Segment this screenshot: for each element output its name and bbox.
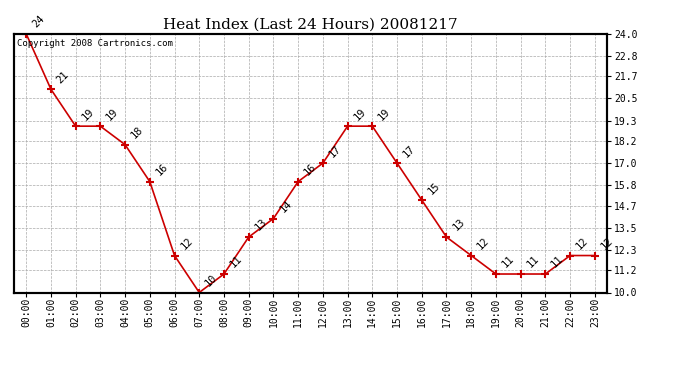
Text: 19: 19 [80,106,96,122]
Text: 19: 19 [352,106,368,122]
Text: 16: 16 [302,162,318,177]
Text: 19: 19 [377,106,393,122]
Text: 11: 11 [549,254,566,270]
Text: 17: 17 [327,143,343,159]
Text: 12: 12 [179,236,195,251]
Text: 11: 11 [500,254,516,270]
Text: 21: 21 [55,69,71,85]
Text: 10: 10 [204,272,219,288]
Text: 24: 24 [30,13,46,30]
Text: 14: 14 [277,198,293,214]
Title: Heat Index (Last 24 Hours) 20081217: Heat Index (Last 24 Hours) 20081217 [164,17,457,31]
Text: 12: 12 [574,236,590,251]
Text: Copyright 2008 Cartronics.com: Copyright 2008 Cartronics.com [17,39,172,48]
Text: 13: 13 [253,217,269,233]
Text: 12: 12 [475,236,491,251]
Text: 15: 15 [426,180,442,196]
Text: 18: 18 [129,124,145,141]
Text: 11: 11 [228,254,244,270]
Text: 19: 19 [104,106,121,122]
Text: 12: 12 [599,236,615,251]
Text: 13: 13 [451,217,466,233]
Text: 17: 17 [401,143,417,159]
Text: 16: 16 [154,162,170,177]
Text: 11: 11 [525,254,541,270]
